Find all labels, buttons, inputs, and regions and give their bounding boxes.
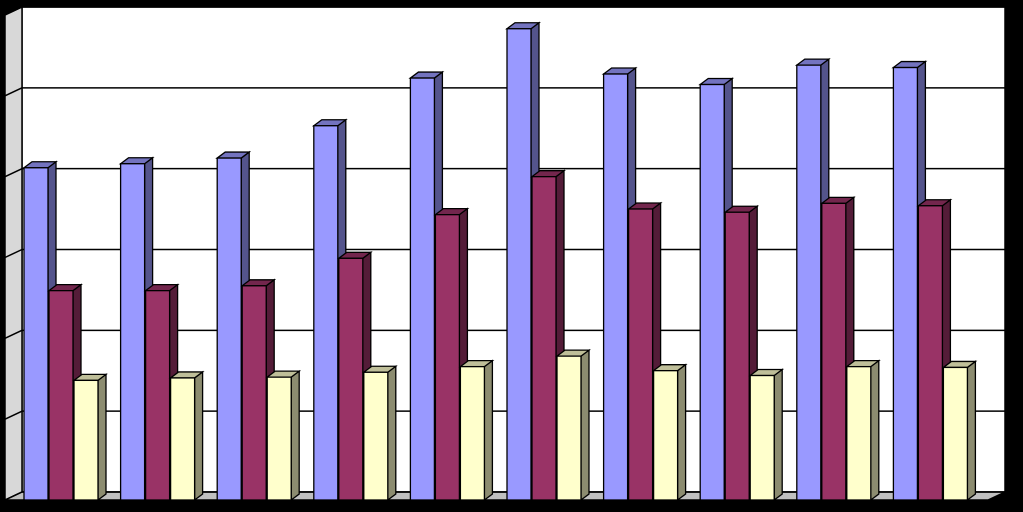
bar (748, 368, 785, 502)
grid-line-side (4, 87, 23, 97)
bar (651, 363, 688, 502)
bar-front (749, 374, 775, 501)
bar-front (531, 176, 557, 501)
bar-side (387, 364, 397, 502)
bar-front (313, 125, 339, 501)
bar-front (796, 64, 822, 501)
bar-front (459, 365, 486, 501)
bar-side (773, 368, 783, 502)
bar (408, 70, 445, 502)
bar (844, 359, 881, 502)
bar (555, 348, 591, 502)
bar-side (676, 363, 687, 502)
bar-front (846, 365, 872, 501)
bar-front (821, 202, 847, 501)
bar-front (434, 214, 461, 501)
bar-front (73, 379, 99, 501)
bar-front (699, 83, 725, 501)
bar-side (966, 360, 977, 502)
bar-side (870, 359, 880, 502)
bar-front (241, 285, 267, 501)
grid-line-side (4, 410, 23, 420)
bar-front (338, 257, 364, 501)
grid-line-side (4, 491, 23, 501)
bar-front (724, 211, 750, 501)
bar-side (193, 370, 204, 502)
grid-line-side (4, 167, 23, 178)
bar-front (363, 371, 389, 501)
bar-side (483, 359, 494, 502)
bar (72, 373, 108, 502)
bar-side (290, 369, 300, 502)
bar (941, 360, 978, 502)
grid-line-side (4, 329, 23, 340)
bar-front (144, 289, 171, 501)
bar (361, 364, 398, 502)
bar (505, 21, 541, 502)
bar-front (652, 370, 679, 501)
bar (240, 278, 277, 502)
bar (265, 369, 302, 502)
bar-front (119, 163, 146, 501)
bar-side (580, 348, 590, 502)
bar-front (892, 66, 919, 501)
bar-front (216, 157, 242, 501)
bar-front (48, 289, 74, 501)
bar-front (409, 77, 436, 501)
bar-front (942, 366, 969, 501)
bar-front (602, 73, 629, 501)
bar (458, 359, 495, 502)
bar-front (23, 167, 49, 501)
bar (168, 370, 205, 502)
bar-front (556, 355, 582, 501)
bar-front (627, 208, 654, 501)
bar-front (266, 376, 292, 501)
bar-front (506, 28, 532, 501)
bar-front (917, 205, 944, 501)
bar (433, 207, 470, 502)
grid-line-side (4, 6, 23, 16)
bar-front (169, 377, 196, 501)
bar-side (97, 373, 107, 502)
grid-line-side (4, 248, 23, 259)
